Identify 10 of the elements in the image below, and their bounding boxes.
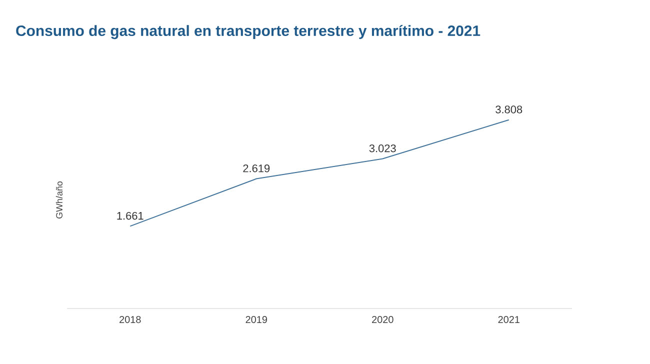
x-tick-label: 2018: [120, 316, 141, 324]
data-label: 3.808: [496, 106, 522, 114]
x-tick-label: 2020: [372, 316, 394, 324]
y-axis-title: GWh/año: [56, 181, 62, 218]
chart-title: Consumo de gas natural en transporte terrestre y marítimo - 2021: [16, 24, 480, 40]
x-tick-label: 2021: [498, 316, 520, 324]
x-tick-label: 2019: [246, 316, 267, 324]
data-label: 3.023: [369, 144, 396, 152]
data-label: 1.661: [117, 212, 144, 220]
data-label: 2.619: [243, 164, 270, 172]
